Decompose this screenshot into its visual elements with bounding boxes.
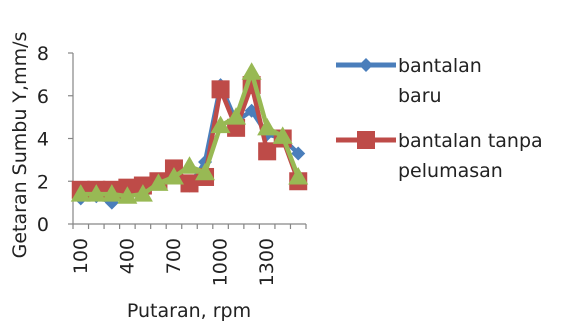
data-point — [117, 186, 138, 204]
data-point — [163, 166, 184, 185]
series-3 — [70, 62, 309, 204]
data-point — [210, 115, 231, 134]
data-point — [226, 107, 247, 125]
x-tick-label: 1000 — [210, 238, 232, 286]
y-axis-title: Getaran Sumbu Y,mm/s — [9, 32, 31, 259]
data-point — [86, 184, 107, 202]
series-line — [80, 82, 301, 193]
data-point — [101, 184, 122, 202]
legend: bantalan baru bantalan tanpa pelumasan — [336, 55, 543, 182]
legend-marker — [359, 58, 373, 72]
y-tick-label: 2 — [37, 171, 49, 193]
x-axis-title: Putaran, rpm — [127, 300, 251, 322]
x-tick-labels: 100 400 700 1000 1300 — [70, 224, 307, 286]
data-point — [180, 174, 199, 193]
legend-marker — [357, 131, 375, 149]
data-point — [148, 173, 169, 191]
y-tick-label: 0 — [37, 214, 49, 236]
y-tick-label: 6 — [37, 86, 49, 108]
data-point — [272, 126, 293, 144]
legend-item-2: bantalan tanpa pelumasan — [336, 130, 543, 182]
data-point — [257, 117, 278, 136]
legend-label: bantalan — [398, 55, 482, 77]
legend-item-1: bantalan baru — [336, 55, 482, 107]
legend-label: pelumasan — [398, 160, 503, 182]
data-point — [70, 184, 91, 202]
data-point — [195, 162, 216, 181]
data-point — [241, 62, 262, 80]
data-point — [179, 156, 200, 174]
y-tick-label: 8 — [37, 43, 49, 65]
data-point — [211, 80, 230, 99]
y-tick-labels: 0 2 4 6 8 — [37, 43, 73, 236]
legend-label: bantalan tanpa — [398, 130, 543, 152]
x-tick-label: 700 — [163, 238, 185, 274]
y-tick-label: 4 — [37, 129, 49, 151]
legend-label: baru — [398, 85, 442, 107]
data-point — [132, 184, 153, 202]
data-point — [288, 166, 309, 185]
x-tick-label: 400 — [116, 238, 138, 274]
x-tick-label: 100 — [70, 238, 92, 274]
x-tick-label: 1300 — [256, 238, 278, 286]
data-point — [258, 142, 277, 161]
data-point — [291, 146, 306, 161]
series-layer — [70, 62, 309, 210]
